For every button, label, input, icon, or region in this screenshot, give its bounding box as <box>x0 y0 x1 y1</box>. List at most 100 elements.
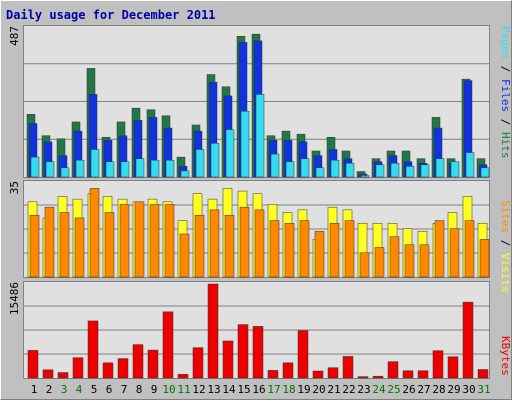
kbytes-bar <box>102 362 114 379</box>
kbytes-legend: KBytes <box>499 336 512 376</box>
kbytes-bar <box>372 375 384 379</box>
day-label: 18 <box>282 383 295 396</box>
pages-bar <box>465 152 475 178</box>
sites-bar <box>224 214 235 278</box>
pages-bar <box>60 167 70 178</box>
sites-bar <box>299 220 310 278</box>
day-label: 24 <box>372 383 386 396</box>
pages-bar <box>255 94 265 178</box>
visits-sites-bars <box>27 188 490 278</box>
pages-bar <box>165 159 175 178</box>
legend-separator: / <box>499 112 512 132</box>
day-label: 31 <box>477 383 490 396</box>
pages-bar <box>420 164 430 178</box>
day-label: 14 <box>222 383 236 396</box>
sites-legend-label: Sites <box>499 200 512 233</box>
kbytes-bar <box>282 362 294 379</box>
kbytes-legend-label: KBytes <box>499 336 512 376</box>
pages-bar <box>375 164 385 178</box>
kbytes-bar <box>222 340 234 379</box>
day-label: 7 <box>121 383 128 396</box>
day-label: 2 <box>46 383 53 396</box>
day-label: 23 <box>357 383 370 396</box>
sites-bar <box>449 228 460 278</box>
kbytes-bar <box>267 370 279 379</box>
hits-files-pages-bars <box>26 33 490 178</box>
sites-bar <box>59 212 70 278</box>
pages-bar <box>105 161 115 178</box>
sites-bar <box>374 247 385 278</box>
pages-bar <box>450 161 460 178</box>
pages-bar <box>195 149 205 178</box>
day-label: 4 <box>76 383 83 396</box>
sites-bar <box>359 252 370 278</box>
kbytes-bar <box>357 376 369 379</box>
legend-separator: / <box>499 233 512 253</box>
pages-bar <box>270 153 280 178</box>
kbytes-bar <box>177 374 189 379</box>
kbytes-bar <box>162 311 174 379</box>
pages-bar <box>345 162 355 178</box>
day-label: 9 <box>151 383 158 396</box>
sites-bar <box>389 236 400 278</box>
day-label: 1 <box>31 383 38 396</box>
sites-bar <box>464 220 475 278</box>
pages-bar <box>390 162 400 178</box>
visits-max-label: 35 <box>8 181 21 194</box>
pages-bar <box>315 167 325 178</box>
chart-title: Daily usage for December 2011 <box>6 8 216 22</box>
sites-bar <box>254 209 265 278</box>
sites-bar <box>479 239 490 278</box>
sites-bar <box>434 220 445 278</box>
kbytes-bar <box>117 358 129 379</box>
pages-bar <box>240 110 250 178</box>
day-label: 30 <box>462 383 475 396</box>
visits-legend: Sites / Visits <box>499 200 512 293</box>
kbytes-bar <box>57 372 69 379</box>
hits-legend: Pages / Files / Hits <box>499 26 512 159</box>
sites-bar <box>329 223 340 278</box>
pages-bar <box>30 156 40 178</box>
day-label: 15 <box>237 383 250 396</box>
sites-bar <box>89 188 100 278</box>
day-label: 20 <box>312 383 325 396</box>
sites-bar <box>179 233 190 278</box>
sites-bar <box>239 206 250 278</box>
day-label: 27 <box>417 383 430 396</box>
sites-bar <box>74 217 85 278</box>
day-label: 29 <box>447 383 460 396</box>
pages-bar <box>225 129 235 178</box>
kbytes-bar <box>402 370 414 379</box>
sites-bar <box>149 204 160 278</box>
kbytes-bar <box>342 356 354 379</box>
pages-bar <box>180 170 190 178</box>
hits-legend-label: Hits <box>499 132 512 159</box>
kbytes-max-label: 15486 <box>8 282 21 315</box>
sites-bar <box>134 201 145 278</box>
pages-bar <box>360 175 370 178</box>
visits-legend-label: Visits <box>499 253 512 293</box>
day-label: 6 <box>106 383 113 396</box>
day-label: 17 <box>267 383 280 396</box>
day-label: 12 <box>192 383 205 396</box>
day-label: 28 <box>432 383 445 396</box>
sites-bar <box>44 206 55 278</box>
kbytes-bar <box>132 344 144 379</box>
sites-bar <box>344 220 355 278</box>
kbytes-bar <box>252 326 264 379</box>
kbytes-bar <box>207 283 219 379</box>
sites-bar <box>194 214 205 278</box>
sites-bar <box>104 212 115 278</box>
kbytes-bar <box>417 370 429 379</box>
day-label: 10 <box>162 383 175 396</box>
day-label: 3 <box>61 383 68 396</box>
legend-separator: / <box>499 59 512 79</box>
kbytes-bar <box>312 370 324 379</box>
day-label: 13 <box>207 383 220 396</box>
sites-bar <box>269 220 280 278</box>
day-label: 25 <box>387 383 400 396</box>
pages-bar <box>285 161 295 178</box>
kbytes-bar <box>237 324 249 379</box>
